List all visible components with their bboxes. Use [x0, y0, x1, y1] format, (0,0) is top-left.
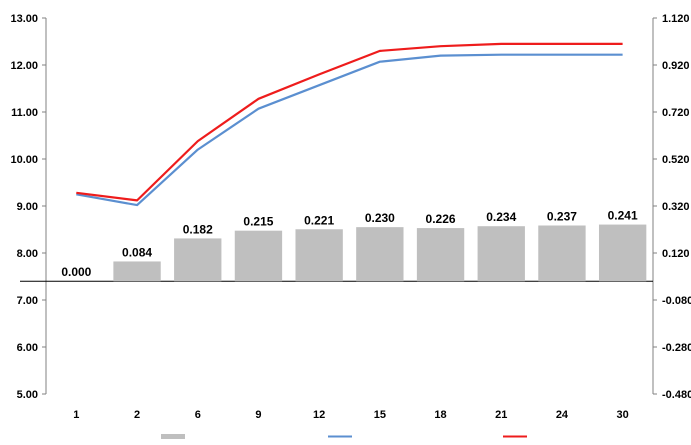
- right-tick-label: 0.920: [662, 60, 690, 72]
- bar-data-label: 0.234: [486, 210, 516, 224]
- bar: [598, 224, 647, 282]
- bar-data-label: 0.221: [304, 213, 334, 227]
- bar: [113, 261, 161, 282]
- bar-data-label: 0.237: [547, 210, 577, 224]
- bar-data-label: 0.000: [61, 265, 91, 279]
- bar-data-label: 0.241: [608, 209, 638, 223]
- legend-swatch: [161, 434, 185, 439]
- bar-data-label: 0.084: [122, 245, 152, 259]
- right-tick-label: 1.120: [662, 13, 690, 25]
- x-tick-label: 12: [313, 409, 325, 421]
- right-tick-label: -0.080: [662, 295, 691, 307]
- legend: [161, 434, 527, 439]
- left-tick-label: 6.00: [17, 342, 38, 354]
- x-tick-label: 24: [556, 409, 569, 421]
- left-tick-label: 9.00: [17, 201, 38, 213]
- left-tick-label: 7.00: [17, 295, 38, 307]
- right-tick-label: -0.480: [662, 389, 691, 401]
- bar: [356, 227, 404, 282]
- x-tick-label: 18: [434, 409, 446, 421]
- bar: [538, 225, 586, 282]
- x-tick-label: 30: [617, 409, 629, 421]
- left-tick-label: 8.00: [17, 248, 38, 260]
- right-tick-label: 0.520: [662, 154, 690, 166]
- x-tick-label: 6: [195, 409, 201, 421]
- series-line: [76, 53, 623, 207]
- axes-group: 5.00 6.00 7.00 8.00 9.00 10.00 11.00 12.00 13.00…: [10, 13, 691, 421]
- bar-data-label: 0.215: [243, 215, 273, 229]
- right-tick-label: 0.320: [662, 201, 690, 213]
- right-tick-label: 0.720: [662, 107, 690, 119]
- x-tick-label: 9: [255, 409, 261, 421]
- bars-group: [113, 224, 647, 282]
- right-tick-label: -0.280: [662, 342, 691, 354]
- bar: [174, 238, 222, 282]
- left-tick-label: 11.00: [11, 107, 38, 119]
- lines-group: [76, 42, 623, 207]
- bar-data-label: 0.230: [365, 211, 395, 225]
- x-tick-label: 21: [495, 409, 507, 421]
- left-tick-label: 10.00: [10, 154, 38, 166]
- bar-data-label: 0.226: [426, 212, 456, 226]
- bar: [234, 230, 283, 282]
- data-labels-group: 0.000 0.084 0.182 0.215 0.221 0.230 0.226 0.234…: [61, 209, 638, 280]
- bar: [416, 228, 465, 282]
- x-tick-label: 2: [134, 409, 140, 421]
- bar: [477, 226, 525, 282]
- left-tick-label: 13.00: [10, 13, 38, 25]
- x-tick-label: 1: [73, 409, 79, 421]
- x-tick-label: 15: [374, 409, 386, 421]
- right-tick-label: 0.120: [662, 248, 690, 260]
- left-tick-label: 12.00: [10, 60, 38, 72]
- left-tick-label: 5.00: [17, 389, 38, 401]
- bar: [295, 229, 343, 282]
- bar-data-label: 0.182: [183, 222, 213, 236]
- series-line: [76, 42, 623, 202]
